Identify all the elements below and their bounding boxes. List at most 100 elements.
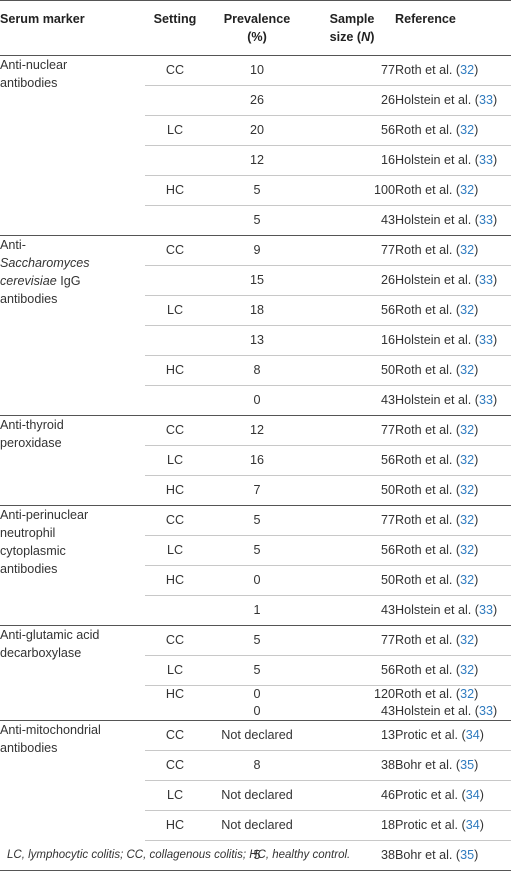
reference-cell: Roth et al. (32) — [395, 535, 511, 566]
reference-author: Roth et al. ( — [395, 242, 461, 257]
serum-marker-line: Anti-thyroid — [0, 417, 64, 432]
table-row: 0 43 Holstein et al. (33) — [0, 702, 511, 721]
reference-close-paren: ) — [493, 703, 498, 718]
reference-close-paren: ) — [474, 302, 479, 317]
reference-citation-link[interactable]: 33 — [479, 602, 494, 617]
reference-citation-link[interactable]: 33 — [479, 272, 494, 287]
serum-marker-line: cytoplasmic — [0, 543, 66, 558]
serum-marker-line: decarboxylase — [0, 645, 82, 660]
reference-citation-link[interactable]: 32 — [460, 542, 475, 557]
reference-author: Holstein et al. ( — [395, 152, 479, 167]
reference-citation-link[interactable]: 33 — [479, 703, 494, 718]
reference-citation-link[interactable]: 33 — [479, 152, 494, 167]
prevalence-cell: 0 — [253, 686, 261, 701]
reference-close-paren: ) — [474, 122, 479, 137]
reference-citation-link[interactable]: 32 — [460, 452, 475, 467]
prevalence-cell: 0 — [205, 702, 309, 721]
table-row: HC 7 50 Roth et al. (32) — [0, 475, 511, 506]
reference-cell: Holstein et al. (33) — [395, 265, 511, 296]
header-sample-line2-suffix: ) — [370, 30, 375, 44]
reference-citation-link[interactable]: 33 — [479, 212, 494, 227]
prevalence-cell: Not declared — [205, 720, 309, 751]
reference-citation-link[interactable]: 32 — [460, 422, 475, 437]
setting-cell: CC — [145, 505, 205, 536]
reference-citation-link[interactable]: 32 — [460, 182, 475, 197]
setting-cell: CC — [145, 625, 205, 656]
serum-marker-line: antibodies — [0, 740, 58, 755]
reference-cell: Protic et al. (34) — [395, 810, 511, 841]
sample-size-cell: 56 — [309, 445, 395, 476]
prevalence-cell: 16 — [205, 445, 309, 476]
reference-citation-link[interactable]: 32 — [460, 242, 475, 257]
setting-cell — [145, 325, 205, 356]
reference-citation-link[interactable]: 32 — [460, 302, 475, 317]
reference-citation-link[interactable]: 34 — [465, 817, 480, 832]
reference-citation-link[interactable]: 32 — [460, 512, 475, 527]
prevalence-cell: 5 — [205, 505, 309, 536]
reference-citation-link[interactable]: 32 — [460, 686, 475, 701]
reference-cell: Roth et al. (32) — [395, 295, 511, 326]
reference-cell: Roth et al. (32) — [395, 655, 511, 686]
sample-size-cell: 13 — [309, 720, 395, 751]
reference-close-paren: ) — [474, 542, 479, 557]
reference-author: Protic et al. ( — [395, 727, 466, 742]
reference-author: Roth et al. ( — [395, 302, 461, 317]
header-sample-size: Sample size (N) — [309, 1, 395, 55]
reference-cell: Roth et al. (32) — [395, 175, 511, 206]
reference-citation-link[interactable]: 35 — [460, 757, 475, 772]
header-sample-line2-italic: N — [361, 30, 371, 44]
prevalence-cell: Not declared — [205, 810, 309, 841]
reference-close-paren: ) — [479, 727, 484, 742]
table-row: CC 8 38 Bohr et al. (35) — [0, 750, 511, 781]
reference-citation-link[interactable]: 32 — [460, 632, 475, 647]
setting-cell: LC — [145, 115, 205, 146]
reference-citation-link[interactable]: 32 — [460, 62, 475, 77]
table-footnote: LC, lymphocytic colitis; CC, collagenous… — [7, 849, 351, 861]
reference-cell: Holstein et al. (33) — [395, 595, 511, 626]
reference-author: Roth et al. ( — [395, 542, 461, 557]
reference-citation-link[interactable]: 33 — [479, 332, 494, 347]
prevalence-cell: 15 — [205, 265, 309, 296]
serum-marker-line: Anti-mitochondrial — [0, 722, 101, 737]
top-rule — [0, 0, 511, 1]
serum-marker-line: antibodies — [0, 561, 58, 576]
reference-author: Protic et al. ( — [395, 787, 466, 802]
reference-citation-link[interactable]: 32 — [460, 482, 475, 497]
reference-author: Roth et al. ( — [395, 452, 461, 467]
reference-author: Roth et al. ( — [395, 632, 461, 647]
reference-author: Roth et al. ( — [395, 512, 461, 527]
setting-cell — [145, 265, 205, 296]
table-row: LC 16 56 Roth et al. (32) — [0, 445, 511, 476]
sample-size-cell: 43 — [309, 595, 395, 626]
table-row: Anti- Saccharomyces cerevisiae IgG antibodi… — [0, 235, 511, 416]
reference-cell: Roth et al. (32) — [395, 235, 511, 266]
setting-cell: LC — [145, 655, 205, 686]
prevalence-cell: 5 — [205, 655, 309, 686]
reference-close-paren: ) — [474, 182, 479, 197]
reference-citation-link[interactable]: 32 — [460, 662, 475, 677]
serum-marker-line: peroxidase — [0, 435, 62, 450]
setting-cell — [145, 385, 205, 416]
reference-citation-link[interactable]: 33 — [479, 392, 494, 407]
setting-cell: HC — [145, 175, 205, 206]
reference-citation-link[interactable]: 34 — [465, 787, 480, 802]
table-row: Anti-nuclear antibodies CC 10 77 Roth et al. … — [0, 55, 511, 236]
sample-size-cell: 77 — [309, 55, 395, 86]
reference-author: Bohr et al. ( — [395, 847, 461, 862]
reference-citation-link[interactable]: 32 — [460, 122, 475, 137]
sample-size-cell: 38 — [309, 840, 395, 871]
reference-cell: Roth et al. (32) — [395, 415, 511, 446]
reference-citation-link[interactable]: 34 — [465, 727, 480, 742]
reference-close-paren: ) — [474, 62, 479, 77]
reference-citation-link[interactable]: 32 — [460, 362, 475, 377]
sample-size-cell: 26 — [309, 265, 395, 296]
header-sample-line1: Sample — [329, 12, 375, 26]
table-row: LC Not declared 46 Protic et al. (34) — [0, 780, 511, 811]
reference-citation-link[interactable]: 35 — [460, 847, 475, 862]
setting-cell — [145, 840, 205, 871]
header-sample-line2-prefix: size ( — [329, 30, 362, 44]
reference-citation-link[interactable]: 33 — [479, 92, 494, 107]
reference-citation-link[interactable]: 32 — [460, 572, 475, 587]
sample-size-cell: 46 — [309, 780, 395, 811]
